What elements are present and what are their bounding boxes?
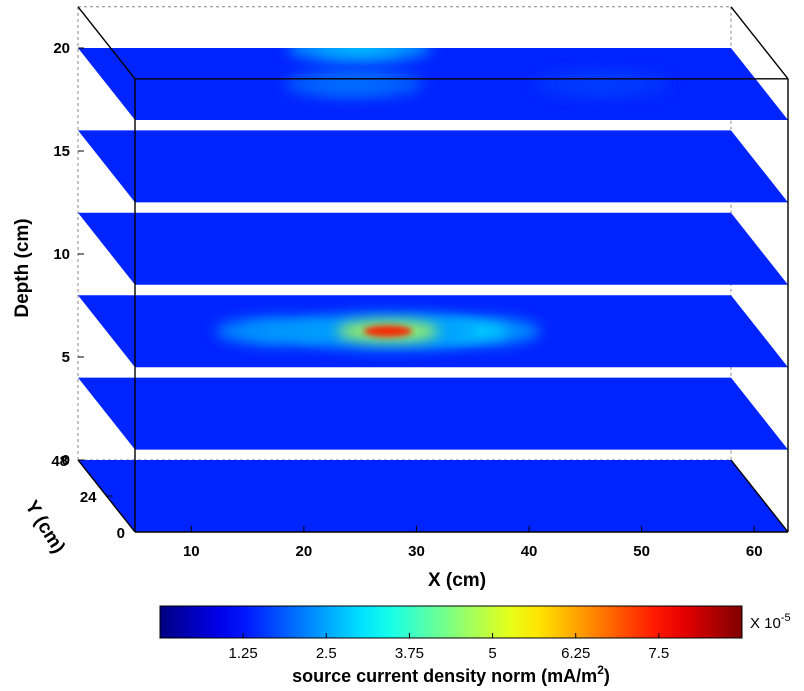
colorbar: 1.25 2.5 3.75 5 6.25 7.5 X 10-5 source curren… [159, 605, 791, 686]
slice-plane [78, 48, 788, 120]
slice-depth-12 [78, 212, 788, 285]
density-hotspot [287, 48, 432, 63]
z-tick-label: 15 [53, 143, 70, 160]
x-tick-label: 50 [633, 543, 650, 560]
z-tick-label: 0 [62, 452, 70, 469]
density-hotspot [585, 79, 619, 89]
slice-depth-8 [78, 295, 788, 368]
axes-box-front [77, 6, 789, 533]
slice-plane [78, 377, 788, 450]
density-hotspot [337, 79, 371, 89]
y-tick-label: 48 [51, 453, 68, 470]
x-tick-label: 60 [746, 543, 763, 560]
colorbar-multiplier-exp: -5 [781, 612, 791, 624]
axis-ticks: 10 20 30 40 50 60 0 5 10 15 20 0 24 48 [51, 40, 762, 560]
x-tick-label: 40 [521, 543, 538, 560]
y-tick-label: 0 [117, 525, 125, 542]
x-axis-label: X (cm) [428, 570, 486, 591]
x-tick-label: 20 [296, 543, 313, 560]
z-tick-label: 20 [53, 40, 70, 57]
slice-depth-4 [78, 377, 788, 450]
z-tick-label: 10 [53, 246, 70, 263]
slice-depth-16 [78, 130, 788, 203]
colorbar-label-end: ) [604, 666, 610, 686]
colorbar-label-sup: 2 [597, 663, 604, 677]
slice-depth-0 [78, 460, 788, 532]
slice-plane [78, 130, 788, 203]
colorbar-tick-label: 5 [488, 645, 496, 662]
box-front-edge [730, 459, 789, 533]
density-hotspot [341, 48, 378, 53]
box-front-edge [77, 6, 136, 80]
y-tick-label: 24 [80, 489, 97, 506]
slice-plane [78, 212, 788, 285]
colorbar-tick-label: 3.75 [395, 645, 424, 662]
y-axis-label: Y (cm) [20, 497, 68, 557]
density-hotspot [319, 48, 400, 57]
colorbar-multiplier-text: X 10 [750, 615, 781, 632]
colorbar-ticks: 1.25 2.5 3.75 5 6.25 7.5 [229, 633, 669, 662]
colorbar-tick-label: 7.5 [648, 645, 669, 662]
colorbar-gradient [159, 605, 743, 639]
colorbar-multiplier: X 10-5 [750, 612, 791, 632]
colorbar-label-main: source current density norm (mA/m [292, 666, 597, 686]
x-tick-label: 30 [408, 543, 425, 560]
slice-depth-20 [78, 48, 788, 120]
colorbar-tick-label: 2.5 [316, 645, 337, 662]
z-tick-label: 5 [62, 349, 70, 366]
x-tick-label: 10 [183, 543, 200, 560]
slice-plane [78, 460, 788, 532]
colorbar-tick-label: 6.25 [561, 645, 590, 662]
colorbar-tick-label: 1.25 [229, 645, 258, 662]
density-hotspot [363, 325, 413, 337]
z-axis-label: Depth (cm) [12, 218, 33, 317]
colorbar-label: source current density norm (mA/m2) [292, 663, 610, 686]
slice-stack [78, 48, 788, 532]
box-front-edge [730, 6, 789, 80]
